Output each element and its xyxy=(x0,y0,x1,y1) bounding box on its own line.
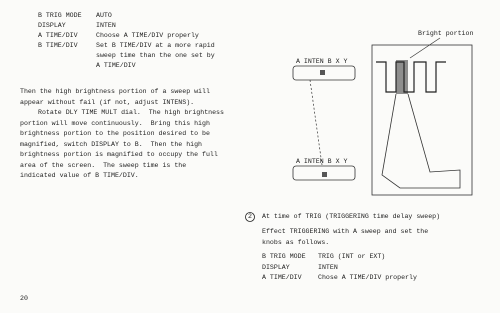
setting-value: A TIME/DIV xyxy=(96,62,136,69)
paragraph-line: Then the high brightness portion of a sw… xyxy=(20,88,210,95)
indicator xyxy=(320,70,325,75)
callout-line xyxy=(409,37,441,59)
setting-control: B TIME/DIV xyxy=(38,42,78,49)
setting-control: DISPLAY xyxy=(262,263,290,271)
bright-portion xyxy=(396,60,408,94)
setting-value: Chose A TIME/DIV properly xyxy=(318,274,417,281)
item-text: knobs as follows. xyxy=(262,239,330,246)
setting-control: DISPLAY xyxy=(38,22,66,29)
paragraph-line: brightness portion is magnified to occup… xyxy=(20,151,218,158)
connector xyxy=(309,79,323,166)
setting-control: B TRIG MODE xyxy=(262,253,306,260)
setting-value: AUTO xyxy=(96,12,112,19)
paragraph-line: area of the screen. The sweep time is th… xyxy=(20,161,187,169)
panel-label: A INTEN B X Y xyxy=(296,158,348,165)
callout-label: Bright portion xyxy=(418,30,474,37)
item-heading: At time of TRIG (TRIGGERING time delay s… xyxy=(262,213,441,220)
screen xyxy=(371,44,473,196)
setting-value: Set B TIME/DIV at a more rapid xyxy=(96,42,215,49)
setting-control: A TIME/DIV xyxy=(262,274,302,281)
paragraph-line: magnified, switch DISPLAY to B. Then the… xyxy=(20,140,203,148)
setting-control: A TIME/DIV xyxy=(38,32,78,39)
panel-label: A INTEN B X Y xyxy=(296,58,348,65)
item-number: 2 xyxy=(248,213,252,220)
panel-upper xyxy=(292,65,356,81)
setting-value: TRIG (INT or EXT) xyxy=(318,253,386,260)
paragraph-line: appear without fail (if not, adjust INTE… xyxy=(20,98,195,106)
setting-value: INTEN xyxy=(318,263,338,271)
paragraph-line: indicated value of B TIME/DIV. xyxy=(20,172,139,179)
setting-value: Choose A TIME/DIV properly xyxy=(96,32,199,39)
paragraph-line: brightness portion to the position desir… xyxy=(20,130,210,137)
paragraph-line: Rotate DLY TIME MULT dial. The high brig… xyxy=(38,109,224,116)
panel-lower xyxy=(292,165,356,181)
setting-value: sweep time than the one set by xyxy=(96,52,215,59)
item-text: Effect TRIGGERING with A sweep and set t… xyxy=(262,228,429,235)
item-circle xyxy=(245,212,255,222)
paragraph-line: portion will move continuously. Bring th… xyxy=(20,119,210,127)
setting-value: INTEN xyxy=(96,22,116,29)
page-number: 20 xyxy=(20,295,28,302)
waveform xyxy=(376,61,446,93)
magnified-outline xyxy=(381,93,461,189)
setting-control: B TRIG MODE xyxy=(38,12,82,19)
indicator xyxy=(322,172,327,177)
